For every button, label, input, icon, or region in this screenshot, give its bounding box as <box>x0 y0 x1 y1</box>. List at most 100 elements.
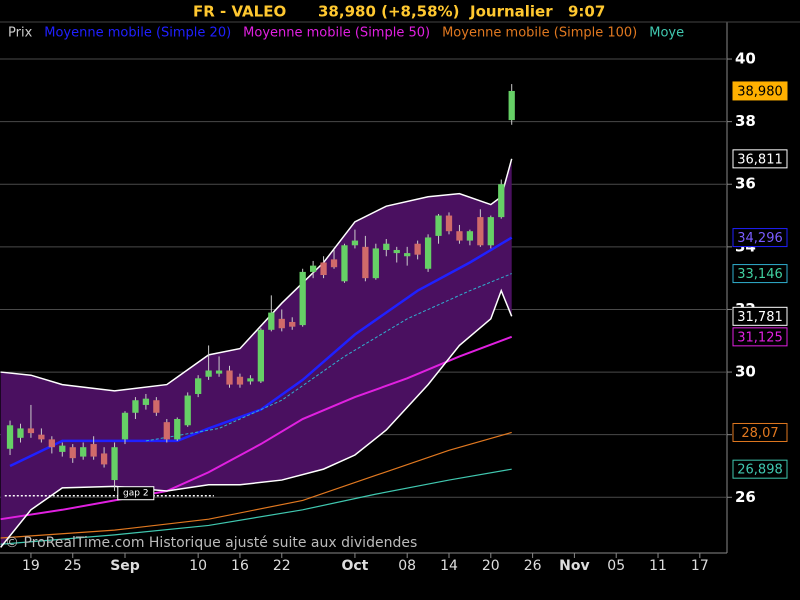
chart-title: FR - VALEO <box>193 3 286 21</box>
value-label: 36,811 <box>737 152 783 167</box>
candle-body <box>498 184 505 218</box>
band-area <box>0 158 512 548</box>
candle-body <box>48 439 55 448</box>
period: Journalier <box>469 3 553 21</box>
candle-body <box>100 453 108 465</box>
x-tick-label: Oct <box>341 558 368 574</box>
x-tick-label: 14 <box>440 558 458 574</box>
legend-label: Moyenne mobile (Simple 50) <box>243 26 430 41</box>
candle-body <box>27 428 35 434</box>
y-tick-label: 40 <box>735 50 756 68</box>
x-tick-label: 05 <box>607 558 625 574</box>
candle-body <box>184 395 191 426</box>
candle-body <box>153 400 160 413</box>
plot-area: gap 2 <box>0 84 515 548</box>
value-box <box>732 264 788 284</box>
candle-body <box>80 447 87 457</box>
value-label: 28,07 <box>741 426 778 441</box>
candle-body <box>414 243 421 255</box>
candle-body <box>456 231 463 241</box>
y-tick-label: 30 <box>735 363 756 381</box>
legend-label: Prix <box>8 26 33 41</box>
candle-body <box>309 265 317 272</box>
gap-label: gap 2 <box>123 489 149 499</box>
candle-body <box>477 217 484 246</box>
x-tick-label: Sep <box>110 558 140 574</box>
x-tick-label: 08 <box>398 558 416 574</box>
value-label: 38,980 <box>737 84 783 99</box>
candle-body <box>132 400 139 413</box>
x-tick-label: 19 <box>22 558 40 574</box>
candle-body <box>247 378 254 382</box>
candle-body <box>257 329 265 382</box>
legend-label: Moye <box>649 26 684 41</box>
candle-body <box>205 370 212 377</box>
title-bar: FR - VALEO 38,980 (+8,58%) Journalier 9:… <box>193 3 605 21</box>
value-label: 33,146 <box>737 267 783 282</box>
candle-body <box>226 370 233 385</box>
y-tick-label: 26 <box>735 488 756 506</box>
candle-body <box>111 447 118 481</box>
candle-body <box>445 215 453 232</box>
candle-body <box>330 259 338 268</box>
candle-body <box>341 245 348 282</box>
candle-body <box>236 376 244 385</box>
candle-body <box>90 444 97 457</box>
candle-body <box>174 419 181 440</box>
candle-body <box>268 312 275 330</box>
candle-body <box>142 398 150 405</box>
candle-body <box>320 262 327 276</box>
candle-body <box>435 215 442 236</box>
ma-line <box>145 273 512 442</box>
candle-body <box>466 231 474 241</box>
candle-body <box>424 237 432 269</box>
ma-line <box>0 431 512 539</box>
y-tick-label: 38 <box>735 112 756 130</box>
x-tick-label: 16 <box>231 558 249 574</box>
candle-body <box>404 253 411 257</box>
candle-body <box>215 370 223 374</box>
candle-body <box>362 246 369 279</box>
axes: 26283032343638401925Sep101622Oct08142026… <box>22 50 788 574</box>
legend-label: Moyenne mobile (Simple 100) <box>442 26 637 41</box>
value-box <box>732 149 788 169</box>
candle-body <box>59 445 66 452</box>
gap-label-box <box>117 486 155 501</box>
price-change: 38,980 (+8,58%) <box>318 3 459 21</box>
candle-body <box>393 249 400 254</box>
value-box <box>732 81 788 101</box>
ma-line <box>0 335 513 521</box>
value-box <box>732 306 788 326</box>
candle-body <box>487 217 494 246</box>
x-tick-label: 26 <box>524 558 542 574</box>
value-label: 34,296 <box>737 231 783 246</box>
value-box <box>732 459 788 479</box>
candle-body <box>289 321 296 327</box>
band-lower <box>0 288 513 548</box>
value-label: 31,781 <box>737 310 783 325</box>
x-tick-label: Nov <box>559 558 589 574</box>
legend: Prix Moyenne mobile (Simple 20) Moyenne mo… <box>8 26 684 41</box>
x-tick-label: 20 <box>482 558 500 574</box>
value-box <box>732 228 788 248</box>
candle-body <box>351 240 359 246</box>
watermark: © ProRealTime.com Historique ajusté suit… <box>5 535 417 551</box>
x-tick-label: 25 <box>64 558 82 574</box>
candle-body <box>372 248 379 279</box>
ma-line <box>0 468 512 545</box>
candle-body <box>383 243 390 250</box>
candle-body <box>69 447 76 459</box>
value-label: 31,125 <box>737 330 783 345</box>
candle-body <box>121 412 129 440</box>
x-tick-label: 10 <box>189 558 207 574</box>
legend-label: Moyenne mobile (Simple 20) <box>44 26 231 41</box>
candle-body <box>6 425 14 449</box>
value-box <box>732 327 788 347</box>
value-box <box>732 422 788 442</box>
x-tick-label: 11 <box>649 558 667 574</box>
candle-body <box>163 422 170 440</box>
candle-body <box>299 271 306 326</box>
candle-body <box>17 428 24 438</box>
